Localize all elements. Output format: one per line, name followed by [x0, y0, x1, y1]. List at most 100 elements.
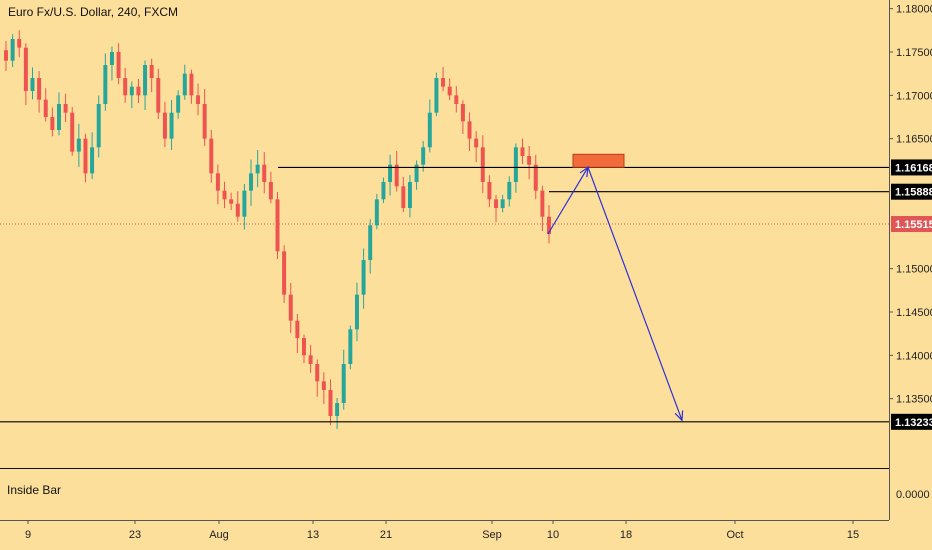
candle-body[interactable]	[354, 294, 359, 330]
x-tick-label: 15	[847, 529, 859, 541]
candle-body[interactable]	[487, 182, 492, 200]
candle-body[interactable]	[156, 78, 161, 113]
candle-body[interactable]	[295, 320, 300, 338]
candle-body[interactable]	[341, 364, 346, 403]
candle-body[interactable]	[136, 86, 141, 96]
time-axis-ticks[interactable]: 9 23 Aug 13 21 Sep 10 18 Oct 15	[25, 520, 859, 541]
candle-body[interactable]	[262, 164, 267, 182]
candle-body[interactable]	[90, 147, 95, 174]
level-badge-text: 1.13233	[895, 417, 932, 429]
candle-body[interactable]	[169, 112, 174, 139]
candle-body[interactable]	[421, 147, 426, 165]
candle-body[interactable]	[401, 186, 406, 208]
candle-body[interactable]	[407, 182, 412, 208]
candle-body[interactable]	[288, 294, 293, 321]
y-tick-label: 1.17500	[896, 47, 932, 59]
indicator-label: Inside Bar	[7, 483, 61, 497]
candle-body[interactable]	[249, 173, 253, 191]
candle-body[interactable]	[374, 199, 379, 226]
candle-body[interactable]	[17, 39, 22, 48]
candle-body[interactable]	[76, 138, 81, 152]
candle-body[interactable]	[447, 86, 452, 96]
candle-body[interactable]	[176, 95, 181, 113]
resistance-zone-box[interactable]	[572, 153, 625, 168]
y-tick-label: 1.14000	[896, 350, 932, 362]
candle-body[interactable]	[50, 117, 55, 130]
candle-body[interactable]	[43, 99, 48, 117]
candle-body[interactable]	[454, 95, 459, 104]
candle-body[interactable]	[275, 199, 280, 252]
candle-body[interactable]	[182, 73, 187, 96]
candle-body[interactable]	[202, 104, 207, 139]
y-tick-label: 1.17000	[896, 90, 932, 102]
candle-body[interactable]	[103, 65, 108, 104]
candle-body[interactable]	[189, 73, 194, 96]
candle-body[interactable]	[282, 251, 287, 295]
candle-body[interactable]	[520, 147, 525, 156]
candle-body[interactable]	[123, 78, 128, 96]
candle-body[interactable]	[500, 199, 505, 208]
candle-body[interactable]	[302, 338, 306, 356]
candle-body[interactable]	[215, 173, 220, 191]
x-tick-label: 21	[380, 529, 392, 541]
candle-body[interactable]	[335, 403, 340, 416]
candle-body[interactable]	[348, 329, 353, 364]
candle-body[interactable]	[129, 86, 134, 96]
candle-body[interactable]	[37, 78, 42, 100]
candle-body[interactable]	[143, 65, 148, 96]
candle-body[interactable]	[540, 190, 545, 217]
candle-body[interactable]	[116, 52, 121, 78]
candle-body[interactable]	[242, 190, 247, 217]
candle-body[interactable]	[308, 355, 313, 364]
candle-body[interactable]	[388, 164, 393, 182]
candle-body[interactable]	[328, 390, 333, 416]
candle-body[interactable]	[434, 78, 439, 113]
candle-body[interactable]	[480, 147, 485, 182]
projection-arrowhead-down	[674, 410, 684, 422]
candle-body[interactable]	[315, 364, 320, 382]
candle-body[interactable]	[229, 199, 234, 204]
candle-body[interactable]	[209, 138, 214, 174]
candle-body[interactable]	[507, 182, 512, 200]
candle-body[interactable]	[414, 164, 419, 182]
candle-body[interactable]	[83, 138, 88, 174]
candle-body[interactable]	[4, 50, 8, 61]
current-price-badge-text: 1.15515	[895, 219, 932, 231]
candle-body[interactable]	[162, 112, 167, 139]
candle-body[interactable]	[56, 104, 61, 130]
x-tick-label: 10	[547, 529, 559, 541]
candle-body[interactable]	[30, 78, 35, 91]
candle-body[interactable]	[109, 52, 114, 65]
candle-body[interactable]	[361, 260, 366, 295]
candle-body[interactable]	[467, 121, 472, 139]
candle-body[interactable]	[63, 104, 68, 113]
candle-body[interactable]	[96, 104, 101, 148]
candle-body[interactable]	[460, 104, 465, 122]
candle-body[interactable]	[368, 225, 373, 260]
candle-body[interactable]	[255, 164, 260, 174]
candle-body[interactable]	[494, 199, 499, 208]
candle-body[interactable]	[474, 138, 479, 148]
candle-body[interactable]	[527, 156, 532, 165]
candlestick-series	[4, 30, 551, 430]
candle-body[interactable]	[196, 95, 201, 104]
price-axis-ticks[interactable]: 1.18000 1.17500 1.17000 1.16500 1.15000 1.145…	[889, 4, 932, 406]
level-badge-text: 1.15888	[895, 187, 932, 199]
candle-body[interactable]	[533, 164, 538, 191]
candle-body[interactable]	[547, 216, 551, 234]
x-tick-label: 18	[620, 529, 632, 541]
candle-body[interactable]	[222, 190, 227, 200]
candle-body[interactable]	[513, 147, 518, 182]
candle-body[interactable]	[427, 112, 432, 148]
candle-body[interactable]	[321, 381, 326, 390]
candle-body[interactable]	[235, 203, 240, 217]
candle-body[interactable]	[394, 164, 399, 187]
candle-body[interactable]	[70, 112, 75, 152]
candle-body[interactable]	[23, 47, 28, 91]
candle-body[interactable]	[268, 182, 273, 200]
candle-body[interactable]	[10, 39, 15, 61]
candle-body[interactable]	[149, 65, 154, 78]
candle-body[interactable]	[441, 78, 446, 87]
candle-body[interactable]	[381, 182, 386, 200]
